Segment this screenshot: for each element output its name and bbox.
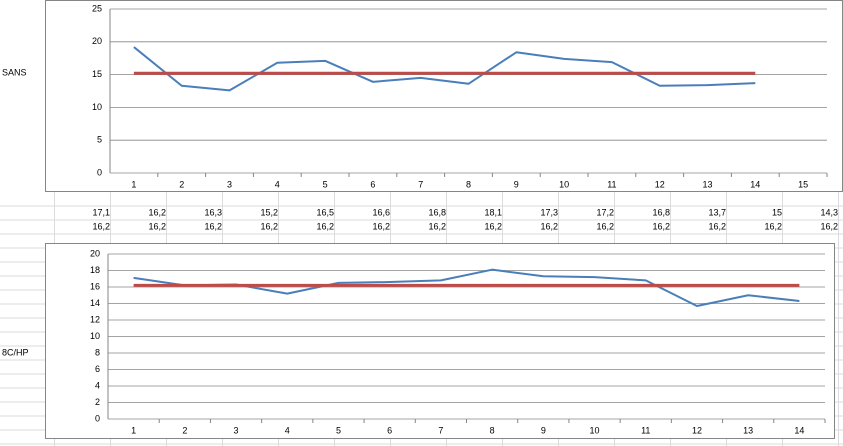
y-tick-label: 14	[90, 298, 100, 308]
x-tick-label: 7	[438, 425, 443, 435]
cell: 18,1	[484, 207, 502, 217]
x-tick-label: 15	[798, 179, 808, 189]
y-tick-label: 20	[92, 36, 102, 46]
x-tick-label: 8	[490, 425, 495, 435]
x-tick-label: 12	[655, 179, 665, 189]
x-tick-label: 7	[418, 179, 423, 189]
y-tick-label: 12	[90, 314, 100, 324]
x-tick-label: 13	[743, 425, 753, 435]
cell: 16,2	[540, 221, 558, 231]
y-tick-label: 2	[95, 397, 100, 407]
cell: 16,3	[204, 207, 222, 217]
x-tick-label: 1	[131, 425, 136, 435]
cell: 14,3	[820, 207, 838, 217]
cell: 16,8	[428, 207, 446, 217]
y-tick-label: 4	[95, 380, 100, 390]
cell: 16,2	[428, 221, 446, 231]
cell: 17,2	[596, 207, 614, 217]
y-tick-label: 20	[90, 248, 100, 258]
x-tick-label: 11	[607, 179, 616, 189]
cell: 16,2	[316, 221, 334, 231]
x-tick-label: 12	[692, 425, 702, 435]
row-label: SANS	[2, 67, 27, 77]
y-tick-label: 10	[92, 102, 102, 112]
cell: 16,5	[316, 207, 334, 217]
x-tick-label: 2	[179, 179, 184, 189]
y-tick-label: 0	[97, 167, 102, 177]
cell: 16,2	[148, 221, 166, 231]
y-tick-label: 15	[92, 69, 102, 79]
cell: 16,6	[372, 207, 390, 217]
cell: 16,2	[708, 221, 726, 231]
x-tick-label: 14	[750, 179, 760, 189]
x-tick-label: 5	[336, 425, 341, 435]
y-tick-label: 6	[95, 364, 100, 374]
cell: 16,2	[596, 221, 614, 231]
x-tick-label: 3	[234, 425, 239, 435]
chart-frame	[45, 0, 843, 192]
cell: 16,2	[92, 221, 110, 231]
x-tick-label: 14	[794, 425, 804, 435]
x-tick-label: 2	[182, 425, 187, 435]
y-tick-label: 10	[90, 331, 100, 341]
cell: 16,2	[484, 221, 502, 231]
cell: 16,8	[652, 207, 670, 217]
x-tick-label: 3	[227, 179, 232, 189]
x-tick-label: 1	[131, 179, 136, 189]
x-tick-label: 9	[541, 425, 546, 435]
y-tick-label: 18	[90, 265, 100, 275]
x-tick-label: 9	[514, 179, 519, 189]
x-tick-label: 4	[275, 179, 280, 189]
cell: 16,2	[148, 207, 166, 217]
y-tick-label: 5	[97, 135, 102, 145]
x-tick-label: 5	[323, 179, 328, 189]
x-tick-label: 6	[387, 425, 392, 435]
cell: 16,2	[764, 221, 782, 231]
x-tick-label: 11	[641, 425, 650, 435]
cell: 16,2	[652, 221, 670, 231]
cell: 13,7	[708, 207, 726, 217]
y-tick-label: 25	[92, 3, 102, 13]
cell: 17,1	[92, 207, 110, 217]
cell: 15	[772, 207, 782, 217]
y-tick-label: 8	[95, 347, 100, 357]
cell: 16,2	[260, 221, 278, 231]
cell: 15,2	[260, 207, 278, 217]
x-tick-label: 8	[466, 179, 471, 189]
cell: 16,2	[820, 221, 838, 231]
x-tick-label: 10	[559, 179, 569, 189]
x-tick-label: 4	[285, 425, 290, 435]
chart-frame	[45, 243, 835, 439]
y-tick-label: 0	[95, 413, 100, 423]
cell: 16,2	[204, 221, 222, 231]
series-line	[133, 46, 756, 92]
x-tick-label: 10	[590, 425, 600, 435]
cell: 16,2	[372, 221, 390, 231]
x-tick-label: 6	[370, 179, 375, 189]
x-tick-label: 13	[702, 179, 712, 189]
cell: 17,3	[540, 207, 558, 217]
y-tick-label: 16	[90, 281, 100, 291]
row-label: 8C/HP	[2, 347, 29, 357]
